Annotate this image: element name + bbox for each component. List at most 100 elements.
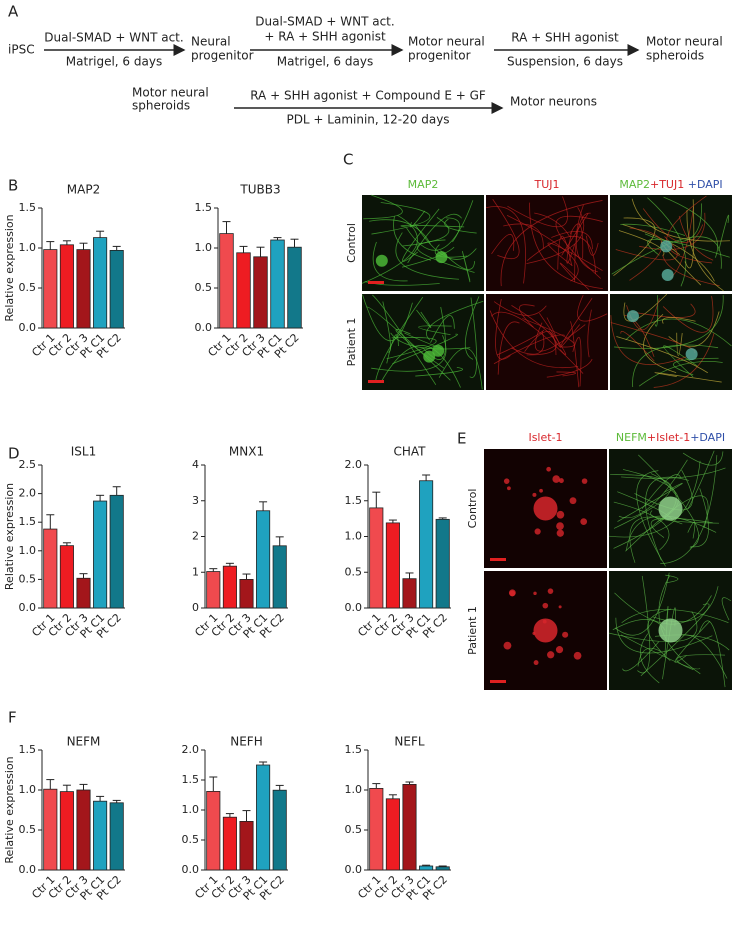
texture (650, 517, 713, 538)
y-tick-label: 1.5 (345, 743, 363, 756)
chart-title: CHAT (393, 445, 426, 459)
step-label: Dual-SMAD + WNT act. (255, 15, 394, 29)
panel-label: D (8, 445, 20, 463)
column-header: NEFM+Islet-1+DAPI (616, 431, 725, 444)
texture (569, 223, 584, 259)
bar (109, 249, 124, 329)
texture (375, 296, 424, 383)
texture (626, 310, 639, 323)
stage-label: iPSC (8, 43, 35, 57)
chart-title: MAP2 (67, 183, 100, 197)
texture (444, 218, 477, 234)
texture (500, 200, 603, 287)
bar (419, 480, 434, 609)
step-label: PDL + Laminin, 12-20 days (286, 113, 449, 127)
y-tick-label: 1.0 (345, 783, 363, 796)
bar (222, 816, 237, 871)
y-tick-label: 0.0 (19, 863, 37, 876)
stage-label: Motor neurons (510, 95, 597, 109)
schematic: iPSC Dual-SMAD + WNT act. Matrigel, 6 da… (8, 15, 723, 127)
texture (533, 618, 558, 643)
bar (76, 789, 91, 871)
texture (372, 294, 437, 386)
texture (580, 518, 588, 525)
texture (658, 618, 683, 643)
y-tick-label: 2.0 (182, 743, 200, 756)
texture (662, 295, 714, 333)
bar (76, 249, 91, 329)
texture (634, 469, 693, 511)
bar (272, 545, 287, 609)
texture (534, 322, 586, 352)
texture (562, 631, 569, 638)
texture (581, 478, 588, 484)
texture (664, 606, 669, 657)
texture (556, 529, 564, 537)
texture (552, 475, 560, 483)
texture (621, 609, 729, 624)
bar (59, 244, 74, 329)
scale-bar (490, 680, 506, 683)
bar (43, 788, 58, 871)
texture (534, 212, 571, 237)
texture (495, 298, 511, 360)
y-tick-label: 1.5 (19, 743, 37, 756)
bar (385, 798, 400, 871)
texture (445, 217, 460, 243)
texture (636, 470, 666, 567)
texture (506, 214, 579, 282)
texture (382, 301, 391, 353)
column-header: MAP2 (408, 178, 439, 191)
texture (574, 212, 591, 283)
texture (503, 223, 544, 249)
texture (546, 466, 551, 472)
column-header: Islet-1 (528, 431, 562, 444)
texture (699, 620, 726, 688)
column-header: TUJ1 (533, 178, 559, 191)
texture (496, 329, 545, 356)
texture (547, 242, 603, 271)
texture (573, 651, 582, 660)
texture (386, 337, 437, 360)
bar (256, 764, 271, 871)
texture (555, 215, 603, 279)
bar (43, 249, 58, 329)
texture (620, 330, 655, 362)
y-tick-label: 2.0 (19, 487, 37, 500)
texture (375, 254, 388, 267)
texture (641, 474, 682, 510)
bar (93, 237, 108, 329)
texture (556, 522, 564, 530)
texture (559, 262, 590, 291)
stage-label: Motor neural (408, 35, 485, 49)
texture (539, 488, 543, 493)
texture (637, 575, 651, 674)
texture (676, 332, 683, 357)
texture (393, 216, 432, 261)
panel-label: C (343, 151, 353, 169)
stage-label: spheroids (132, 99, 190, 113)
bar (402, 578, 417, 609)
texture (435, 251, 448, 264)
y-tick-label: 0.0 (345, 863, 363, 876)
texture (539, 312, 567, 355)
texture (653, 333, 715, 388)
y-tick-label: 1 (192, 565, 199, 578)
texture (430, 315, 455, 343)
texture (363, 194, 403, 220)
texture (438, 347, 483, 390)
y-tick-label: 0 (192, 601, 199, 614)
micrograph (362, 294, 484, 390)
texture (611, 236, 722, 275)
header-part: MAP2 (619, 178, 650, 191)
texture (678, 215, 714, 261)
texture (647, 608, 672, 662)
panel-label: B (8, 177, 18, 195)
texture (625, 495, 709, 552)
texture (558, 478, 564, 484)
header-part: +TUJ1 (650, 178, 684, 191)
step-label: RA + SHH agonist (511, 31, 619, 45)
stage-label: progenitor (191, 49, 254, 63)
panel-label: A (8, 3, 19, 21)
